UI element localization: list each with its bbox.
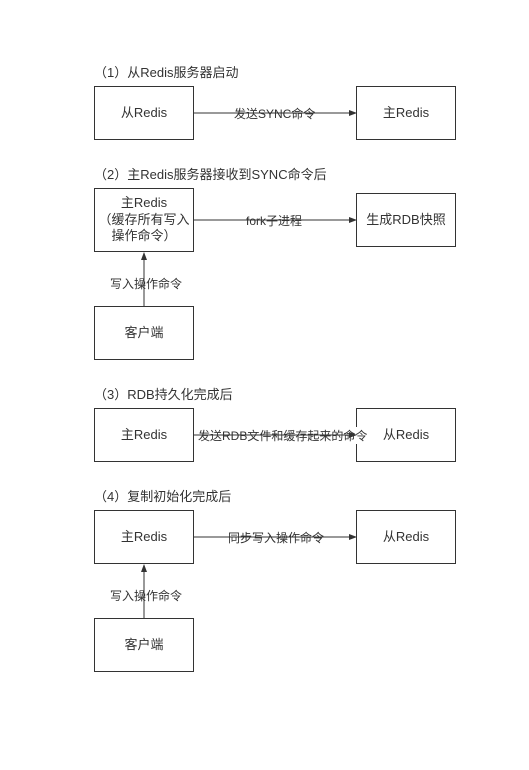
node-label: 从Redis bbox=[121, 105, 167, 122]
section-title-4: （4）复制初始化完成后 bbox=[94, 486, 231, 505]
edge-label-4: 发送RDB文件和缓存起来的命令 bbox=[196, 427, 369, 444]
node-s3-right: 从Redis bbox=[356, 408, 456, 462]
node-label: 客户端 bbox=[124, 325, 163, 342]
node-label: 主Redis bbox=[121, 529, 167, 546]
node-label: 主Redis bbox=[121, 427, 167, 444]
edge-label-6: 写入操作命令 bbox=[108, 587, 184, 604]
node-label: 主Redis bbox=[383, 105, 429, 122]
node-label: 客户端 bbox=[124, 637, 163, 654]
edge-label-3: 写入操作命令 bbox=[108, 275, 184, 292]
edge-label-5: 同步写入操作命令 bbox=[226, 529, 326, 546]
edge-label-2: fork子进程 bbox=[244, 212, 304, 229]
node-s2-left: 主Redis （缓存所有写入操作命令） bbox=[94, 188, 194, 252]
node-label: 从Redis bbox=[383, 529, 429, 546]
section-title-2: （2）主Redis服务器接收到SYNC命令后 bbox=[94, 164, 327, 183]
node-s1-right: 主Redis bbox=[356, 86, 456, 140]
node-s4-right: 从Redis bbox=[356, 510, 456, 564]
node-label: 从Redis bbox=[383, 427, 429, 444]
node-s1-left: 从Redis bbox=[94, 86, 194, 140]
node-s2-client: 客户端 bbox=[94, 306, 194, 360]
node-label: 主Redis （缓存所有写入操作命令） bbox=[97, 195, 191, 246]
node-s4-left: 主Redis bbox=[94, 510, 194, 564]
node-s4-client: 客户端 bbox=[94, 618, 194, 672]
section-title-3: （3）RDB持久化完成后 bbox=[94, 384, 233, 403]
node-label: 生成RDB快照 bbox=[366, 212, 445, 229]
section-title-1: （1）从Redis服务器启动 bbox=[94, 62, 238, 81]
node-s2-right: 生成RDB快照 bbox=[356, 193, 456, 247]
edge-label-1: 发送SYNC命令 bbox=[232, 105, 317, 122]
node-s3-left: 主Redis bbox=[94, 408, 194, 462]
